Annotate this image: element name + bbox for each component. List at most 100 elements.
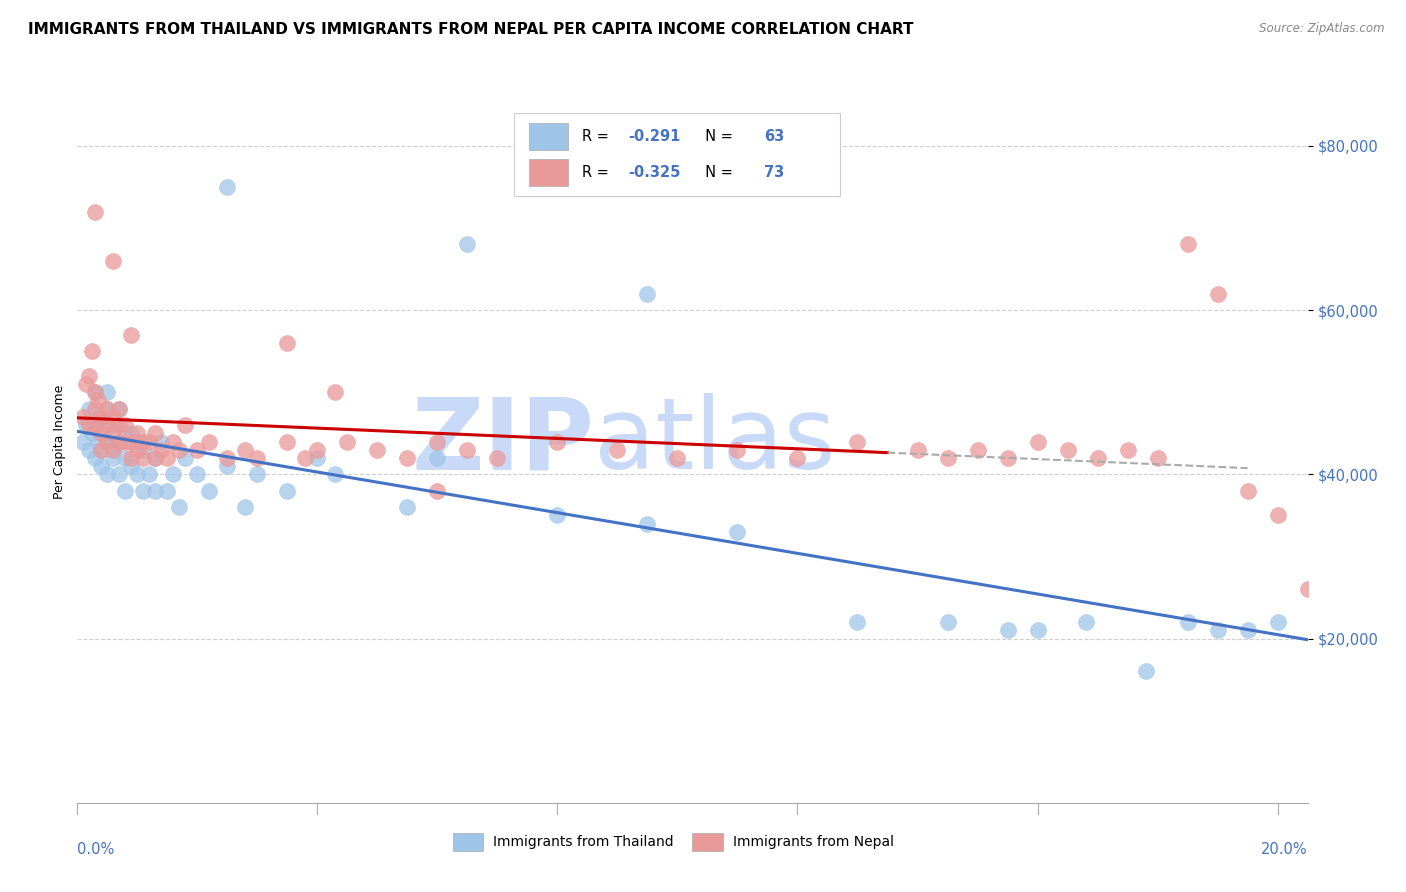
Point xyxy=(162,434,184,449)
Point xyxy=(79,401,101,416)
FancyBboxPatch shape xyxy=(529,159,568,186)
Point xyxy=(90,409,112,424)
Point xyxy=(96,401,118,416)
Point xyxy=(84,418,107,433)
Point xyxy=(169,500,191,515)
Point xyxy=(87,393,110,408)
Point xyxy=(79,442,101,457)
Point xyxy=(96,401,118,416)
Point xyxy=(198,483,221,498)
Point xyxy=(108,401,131,416)
Point xyxy=(132,434,155,449)
Point xyxy=(103,409,125,424)
Point xyxy=(114,418,136,433)
Point xyxy=(276,483,298,498)
Point xyxy=(235,442,257,457)
Point xyxy=(486,450,509,465)
Point xyxy=(1206,286,1229,301)
Text: -0.325: -0.325 xyxy=(628,165,681,180)
Point xyxy=(108,434,131,449)
Point xyxy=(1206,624,1229,638)
Point xyxy=(1177,237,1199,252)
Point xyxy=(103,442,125,457)
Point xyxy=(246,467,269,482)
Point xyxy=(103,426,125,441)
Text: N =: N = xyxy=(696,165,738,180)
Point xyxy=(396,500,419,515)
Point xyxy=(114,426,136,441)
Point xyxy=(786,450,808,465)
Point xyxy=(666,450,689,465)
Point xyxy=(307,450,329,465)
Point xyxy=(1236,624,1258,638)
Point xyxy=(325,385,347,400)
Text: IMMIGRANTS FROM THAILAND VS IMMIGRANTS FROM NEPAL PER CAPITA INCOME CORRELATION : IMMIGRANTS FROM THAILAND VS IMMIGRANTS F… xyxy=(28,22,914,37)
Point xyxy=(108,467,131,482)
Point xyxy=(307,442,329,457)
Point xyxy=(1135,665,1157,679)
Point xyxy=(426,483,449,498)
Text: ZIP: ZIP xyxy=(411,393,595,490)
Point xyxy=(75,418,97,433)
Point xyxy=(90,442,112,457)
Point xyxy=(606,442,628,457)
Point xyxy=(127,434,149,449)
Point xyxy=(396,450,419,465)
Point xyxy=(75,377,97,392)
Point xyxy=(174,418,197,433)
Point xyxy=(217,450,239,465)
Point xyxy=(294,450,316,465)
Point xyxy=(96,385,118,400)
Point xyxy=(217,180,239,194)
Point xyxy=(1267,508,1289,523)
Point xyxy=(103,418,125,433)
Point xyxy=(366,442,388,457)
Point xyxy=(143,450,166,465)
Point xyxy=(90,442,112,457)
Point xyxy=(1296,582,1319,597)
FancyBboxPatch shape xyxy=(453,833,484,851)
Text: 20.0%: 20.0% xyxy=(1261,842,1308,856)
Point xyxy=(150,434,173,449)
Text: Immigrants from Thailand: Immigrants from Thailand xyxy=(494,835,673,849)
Point xyxy=(1056,442,1078,457)
Point xyxy=(138,467,160,482)
Point xyxy=(156,483,179,498)
Point xyxy=(1177,615,1199,630)
Point xyxy=(93,426,115,441)
Point xyxy=(456,442,478,457)
Point xyxy=(907,442,929,457)
Text: R =: R = xyxy=(582,165,613,180)
Point xyxy=(84,385,107,400)
Point xyxy=(84,418,107,433)
Point xyxy=(120,434,142,449)
Point xyxy=(1267,615,1289,630)
Point xyxy=(276,336,298,351)
Point xyxy=(90,426,112,441)
Text: Source: ZipAtlas.com: Source: ZipAtlas.com xyxy=(1260,22,1385,36)
Point xyxy=(82,344,104,359)
Point xyxy=(546,434,568,449)
Point xyxy=(325,467,347,482)
Text: 73: 73 xyxy=(763,165,785,180)
Point xyxy=(90,459,112,474)
Point xyxy=(1087,450,1109,465)
Point xyxy=(132,442,155,457)
Point xyxy=(936,450,959,465)
Point xyxy=(143,450,166,465)
Point xyxy=(276,434,298,449)
Point xyxy=(96,418,118,433)
Point xyxy=(114,483,136,498)
Point xyxy=(132,483,155,498)
Point xyxy=(1116,442,1139,457)
Text: N =: N = xyxy=(696,129,738,145)
Point xyxy=(546,508,568,523)
Point xyxy=(150,442,173,457)
Point xyxy=(120,426,142,441)
Point xyxy=(132,450,155,465)
Text: Immigrants from Nepal: Immigrants from Nepal xyxy=(733,835,894,849)
Point xyxy=(1026,624,1049,638)
Point xyxy=(114,434,136,449)
Point xyxy=(72,409,94,424)
Point xyxy=(169,442,191,457)
